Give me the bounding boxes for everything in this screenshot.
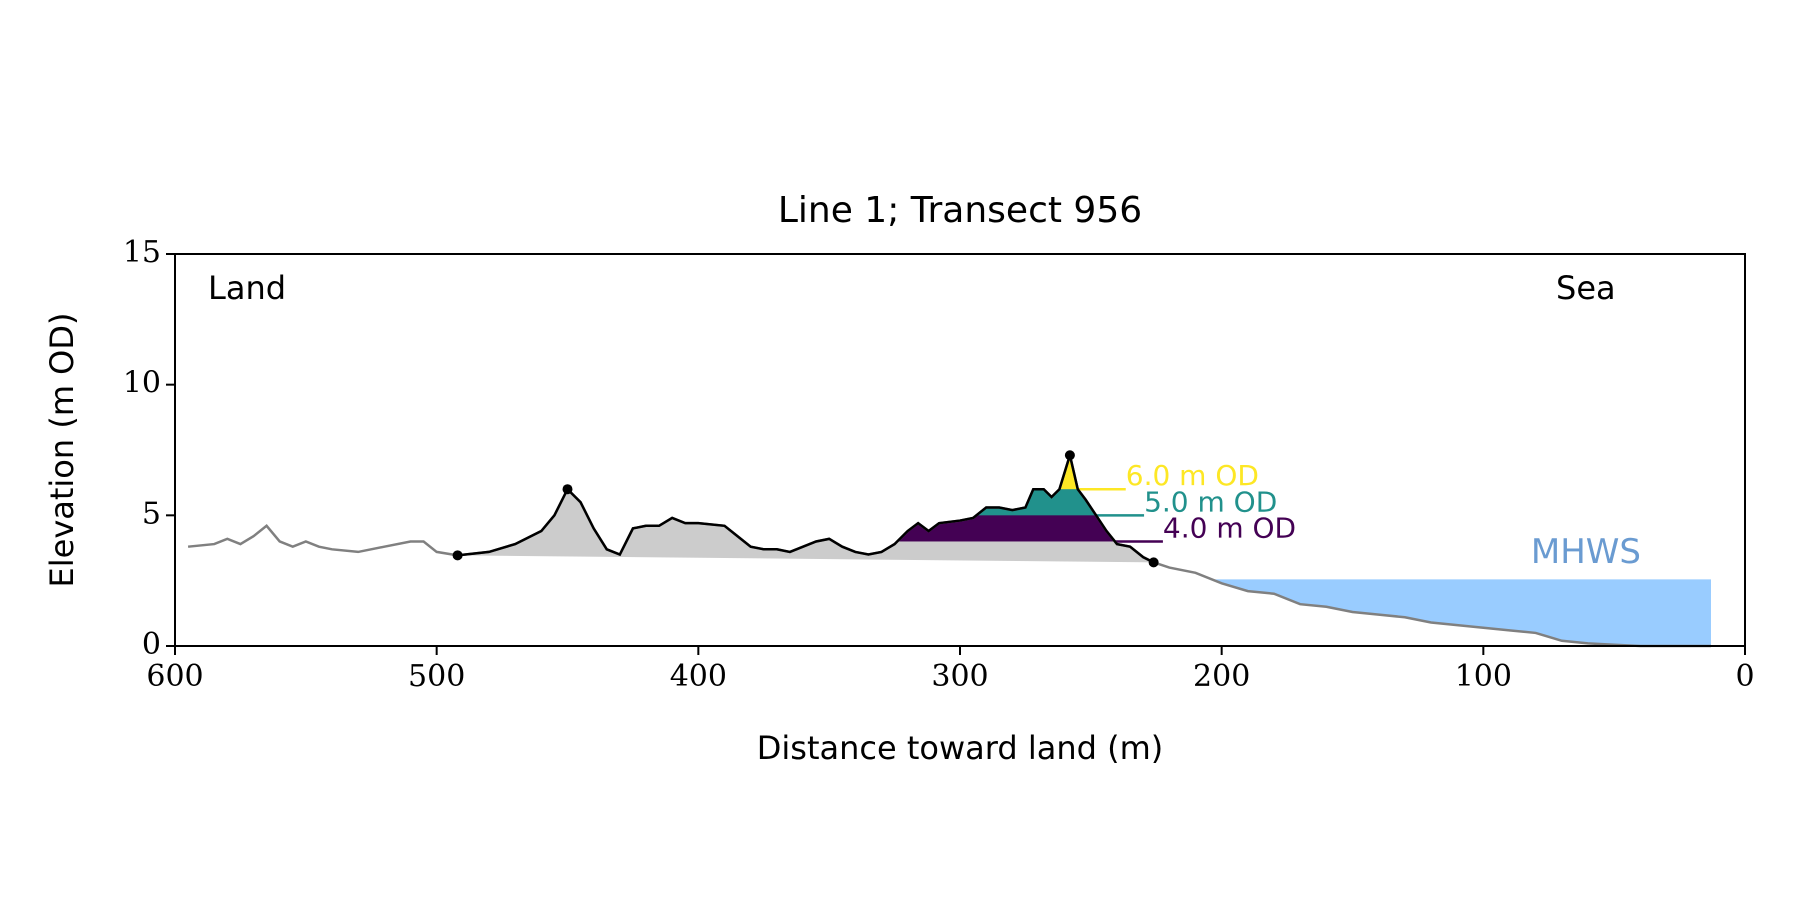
x-tick-label: 0 [1735, 659, 1754, 694]
dune-marker [1064, 450, 1075, 461]
mhws-fill [1211, 579, 1711, 646]
dune-marker [1148, 557, 1159, 568]
level-label: 6.0 m OD [1126, 459, 1259, 492]
mhws-label: MHWS [1531, 532, 1641, 572]
y-axis-label: Elevation (m OD) [43, 313, 81, 588]
dune-profile-line [457, 450, 1155, 564]
y-tick-label: 0 [142, 627, 161, 662]
x-tick-label: 200 [1193, 659, 1250, 694]
land-annotation: Land [208, 269, 286, 307]
sea-annotation: Sea [1556, 269, 1616, 307]
x-axis-label: Distance toward land (m) [757, 729, 1163, 767]
chart-title: Line 1; Transect 956 [778, 190, 1142, 231]
dune-marker [562, 484, 573, 495]
y-tick-label: 15 [123, 235, 161, 270]
dune-marker [452, 550, 463, 561]
y-tick-label: 5 [142, 496, 161, 531]
x-tick-label: 500 [408, 659, 465, 694]
level-label: 5.0 m OD [1144, 485, 1277, 518]
level-label: 4.0 m OD [1163, 511, 1296, 544]
y-tick-label: 10 [123, 366, 161, 401]
x-tick-label: 600 [146, 659, 203, 694]
level-band [976, 455, 1097, 516]
x-tick-label: 300 [931, 659, 988, 694]
x-tick-label: 100 [1455, 659, 1512, 694]
x-tick-label: 400 [670, 659, 727, 694]
